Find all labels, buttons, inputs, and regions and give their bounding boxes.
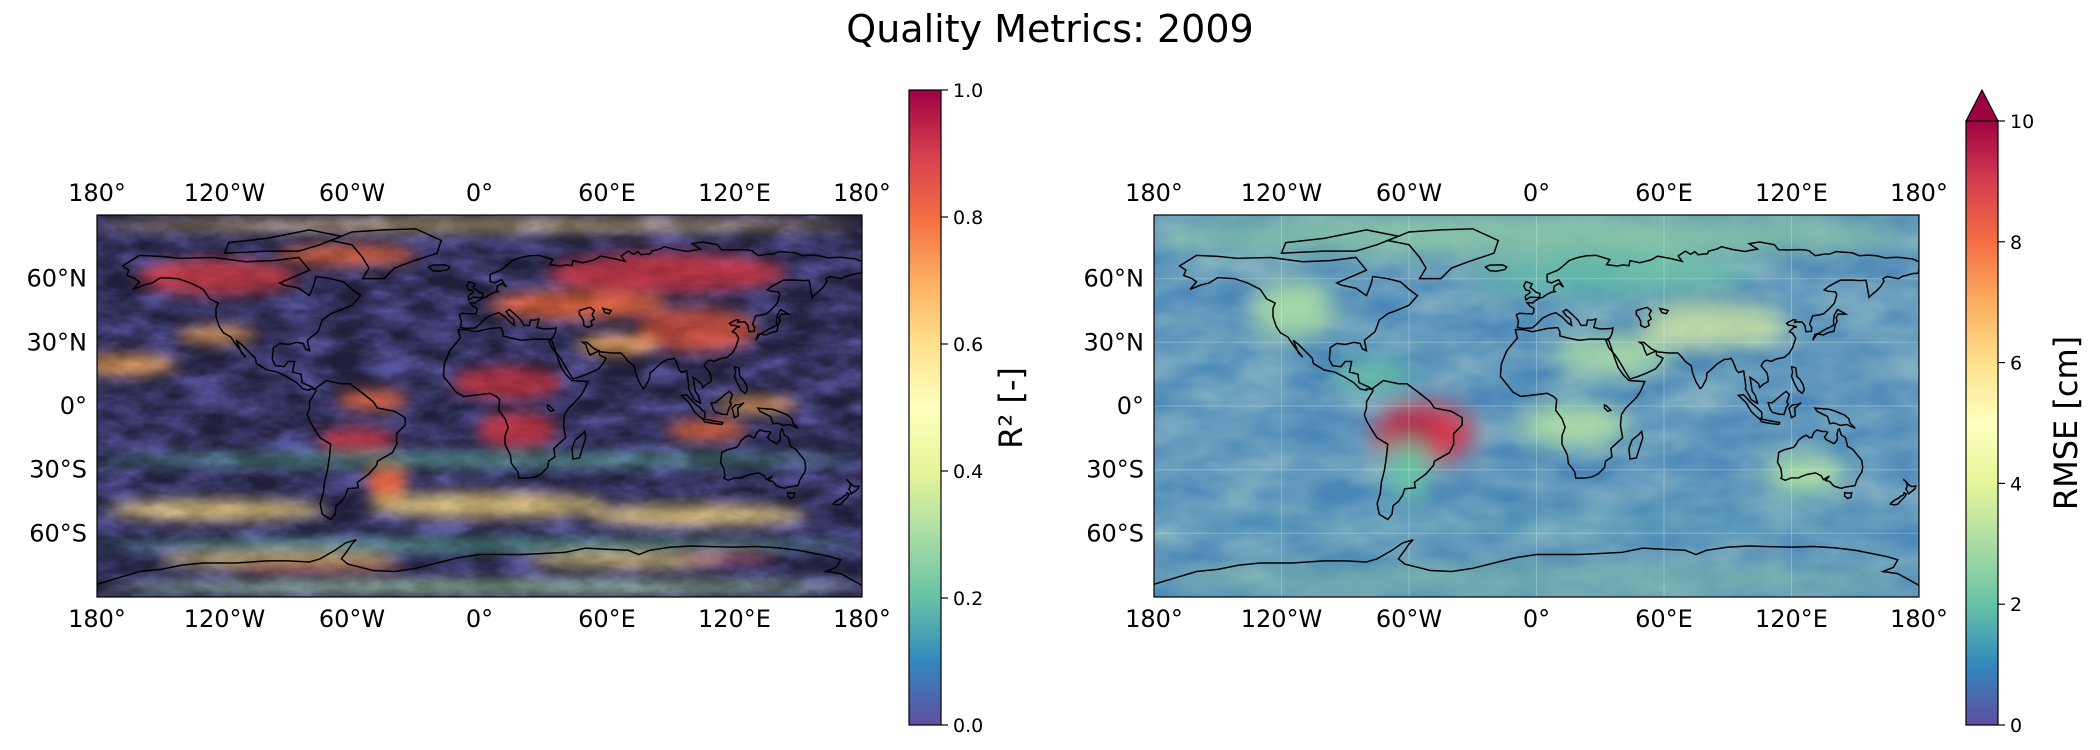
colorbar-tick-label: 10 bbox=[2010, 111, 2034, 133]
lon-tick-top-1-0: 180° bbox=[1125, 179, 1183, 207]
lat-tick-0-1: 30°N bbox=[27, 328, 88, 356]
panel-r2 bbox=[96, 214, 863, 598]
lat-tick-1-0: 60°N bbox=[1084, 265, 1145, 293]
colorbar-tick-label: 6 bbox=[2010, 353, 2022, 375]
map-frame-rmse bbox=[1153, 214, 1920, 598]
figure-title: Quality Metrics: 2009 bbox=[846, 7, 1253, 51]
colorbar-tick-label: 1.0 bbox=[953, 80, 983, 102]
lat-tick-1-3: 30°S bbox=[1086, 456, 1144, 484]
colorbar-tick-label: 0.6 bbox=[953, 334, 983, 356]
lon-tick-top-0-5: 120°E bbox=[698, 179, 771, 207]
lon-tick-bottom-1-3: 0° bbox=[1523, 605, 1550, 633]
lon-tick-bottom-0-4: 60°E bbox=[578, 605, 636, 633]
colorbar-r2-label: R² [-] bbox=[992, 367, 1030, 449]
lat-tick-1-4: 60°S bbox=[1086, 519, 1144, 547]
lon-tick-top-1-2: 60°W bbox=[1376, 179, 1442, 207]
colorbar-tick-label: 0 bbox=[2010, 715, 2022, 737]
lat-tick-0-2: 0° bbox=[60, 392, 87, 420]
lon-tick-top-1-1: 120°W bbox=[1241, 179, 1323, 207]
lon-tick-top-0-3: 0° bbox=[466, 179, 493, 207]
colorbar-tick-label: 0.0 bbox=[953, 715, 983, 737]
lon-tick-top-1-4: 60°E bbox=[1635, 179, 1693, 207]
map-r2 bbox=[97, 215, 862, 597]
lon-tick-bottom-1-1: 120°W bbox=[1241, 605, 1323, 633]
lon-tick-top-0-0: 180° bbox=[68, 179, 126, 207]
colorbar-tick-label: 0.8 bbox=[953, 207, 983, 229]
gridlines bbox=[1154, 215, 1919, 597]
colorbar-rmse: 0 2 4 6 8 10 RMSE [cm] bbox=[1965, 88, 2085, 737]
lon-tick-top-0-4: 60°E bbox=[578, 179, 636, 207]
lon-tick-bottom-0-5: 120°E bbox=[698, 605, 771, 633]
colorbar-tick-label: 0.2 bbox=[953, 588, 983, 610]
lon-tick-top-1-3: 0° bbox=[1523, 179, 1550, 207]
tick-labels: 180° 180° 120°W 120°W 60°W 60°W 0° 0° 60°E 60°E 12… bbox=[27, 179, 1948, 633]
lon-tick-top-0-1: 120°W bbox=[184, 179, 266, 207]
colorbar-r2: 0.0 0.2 0.4 0.6 0.8 1.0 R² [-] bbox=[908, 80, 1030, 737]
colorbar-tick-label: 4 bbox=[2010, 473, 2022, 495]
colorbar-rmse-label: RMSE [cm] bbox=[2047, 336, 2085, 510]
lon-tick-bottom-0-3: 0° bbox=[466, 605, 493, 633]
colorbar-tick-label: 8 bbox=[2010, 232, 2022, 254]
lon-tick-bottom-1-5: 120°E bbox=[1755, 605, 1828, 633]
lat-tick-0-0: 60°N bbox=[27, 265, 88, 293]
lon-tick-bottom-0-1: 120°W bbox=[184, 605, 266, 633]
colorbar-rmse-gradient bbox=[1965, 120, 1999, 726]
map-rmse bbox=[1154, 215, 1919, 597]
lon-tick-bottom-0-6: 180° bbox=[833, 605, 891, 633]
panel-rmse bbox=[1153, 214, 1920, 598]
lon-tick-bottom-0-2: 60°W bbox=[319, 605, 385, 633]
lon-tick-bottom-1-6: 180° bbox=[1890, 605, 1948, 633]
lon-tick-bottom-1-0: 180° bbox=[1125, 605, 1183, 633]
lat-tick-1-2: 0° bbox=[1117, 392, 1144, 420]
lon-tick-bottom-1-4: 60°E bbox=[1635, 605, 1693, 633]
colorbar-tick-label: 2 bbox=[2010, 594, 2022, 616]
lat-tick-0-4: 60°S bbox=[29, 519, 87, 547]
lon-tick-top-1-5: 120°E bbox=[1755, 179, 1828, 207]
lon-tick-top-1-6: 180° bbox=[1890, 179, 1948, 207]
lon-tick-bottom-0-0: 180° bbox=[68, 605, 126, 633]
lon-tick-top-0-2: 60°W bbox=[319, 179, 385, 207]
lat-tick-0-3: 30°S bbox=[29, 456, 87, 484]
lat-tick-1-1: 30°N bbox=[1084, 328, 1145, 356]
lon-tick-bottom-1-2: 60°W bbox=[1376, 605, 1442, 633]
colorbar-r2-gradient bbox=[908, 89, 942, 726]
lon-tick-top-0-6: 180° bbox=[833, 179, 891, 207]
map-frame-r2 bbox=[96, 214, 863, 598]
colorbar-rmse-extend-arrow bbox=[1965, 88, 1999, 122]
colorbar-tick-label: 0.4 bbox=[953, 461, 983, 483]
